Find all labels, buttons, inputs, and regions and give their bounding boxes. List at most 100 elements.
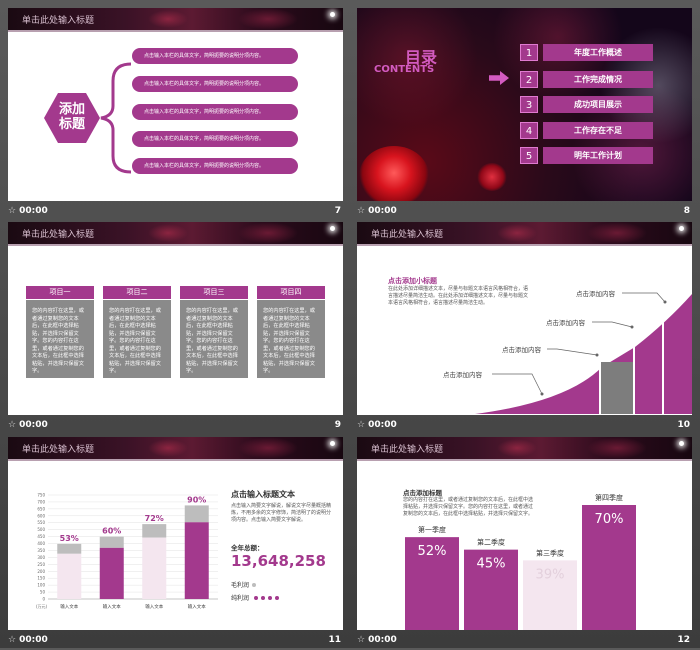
total-label: 全年总额： <box>231 544 264 552</box>
slide-canvas: 单击此处输入标题 0 50 100 150 200 250 300 350 400 450 500 5… <box>8 437 343 630</box>
quarter-value-label: 70% <box>595 512 624 527</box>
slide-timing: 00:00 <box>368 635 397 645</box>
bar-cap <box>184 505 209 523</box>
slide-banner: 单击此处输入标题 <box>357 222 692 244</box>
column-header: 项目二 <box>103 286 171 299</box>
bar-cap <box>142 524 167 538</box>
slide-thumbnail-12[interactable]: 单击此处输入标题 点击添加标题 您的内容打在这里，或者通过复制您的文本后，在此框… <box>357 437 692 650</box>
quarter-bar <box>405 537 459 630</box>
content-pill: 点击输入本栏的具体文字，简明扼要的说明分项内容。 <box>132 48 298 64</box>
x-tick-label: 输入文本 <box>188 603 206 610</box>
stacked-bar-chart: 0 50 100 150 200 250 300 350 400 450 500 550 600 650 7… <box>36 493 218 610</box>
x-tick-label: 输入文本 <box>103 603 121 610</box>
slide-canvas: 单击此处输入标题 添加 标题 点击输入本栏的具体文字，简明扼要的说明分项内容。 点… <box>8 8 343 201</box>
y-tick-label: 100 <box>37 583 45 588</box>
quarter-bar <box>464 549 518 630</box>
callout-label: 点击添加内容 <box>576 290 615 298</box>
x-tick-label: 输入文本 <box>145 603 163 610</box>
slide-timing: 00:00 <box>368 420 397 430</box>
quarter-value-label: 45% <box>477 557 506 572</box>
slide-thumbnail-7[interactable]: 单击此处输入标题 添加 标题 点击输入本栏的具体文字，简明扼要的说明分项内容。 点… <box>8 8 343 221</box>
y-tick-label: 250 <box>37 562 45 567</box>
transition-star-icon: ☆ <box>357 635 366 645</box>
quarter-bar <box>523 560 577 630</box>
bar-cap <box>99 536 124 548</box>
transition-star-icon: ☆ <box>8 420 17 430</box>
bar-body <box>57 553 82 599</box>
chart-description: 点击输入简要文字解说，解说文字尽量概括精炼，不用多余的文字修饰，简洁明了的说明分… <box>231 503 332 523</box>
x-tick-label: 输入文本 <box>60 603 78 610</box>
bar-body <box>142 537 167 599</box>
column-body: 您的内容打在这里，或者通过复制您的文本后，在此框中选择粘贴，并选择只保留文字。您… <box>180 300 248 378</box>
callout-label: 点击添加内容 <box>443 371 482 379</box>
y-tick-label: 0 <box>42 597 45 602</box>
slide-timing: 00:00 <box>19 206 48 216</box>
y-tick-label: 50 <box>40 590 46 595</box>
total-value: 13,648,258 <box>231 552 326 570</box>
column-body: 您的内容打在这里，或者通过复制您的文本后，在此框中选择粘贴，并选择只保留文字。您… <box>26 300 94 378</box>
banner-title: 单击此处输入标题 <box>22 16 95 26</box>
slide-canvas: 单击此处输入标题 点击添加标题 您的内容打在这里，或者通过复制您的文本后，在此框… <box>357 437 692 630</box>
slide-footer: ☆ 00:00 10 <box>357 417 692 435</box>
body-text: 您的内容打在这里，或者通过复制您的文本后，在此框中选择粘贴，并选择只保留文字。您… <box>403 497 534 517</box>
contents-title-en: CONTENTS <box>374 64 435 75</box>
brace-connector <box>100 62 132 174</box>
hex-title-badge: 添加 标题 <box>44 93 100 143</box>
quarter-value-label: 39% <box>536 567 565 582</box>
slide-thumbnail-8[interactable]: 目录 CONTENTS 1 年度工作概述 2 工作完成情况 3 成功项目展示 4 工作存… <box>357 8 692 221</box>
content-pill: 点击输入本栏的具体文字，简明扼要的说明分项内容。 <box>132 158 298 174</box>
slide-number: 11 <box>328 635 341 645</box>
y-unit-label: (万元) <box>36 604 48 609</box>
slide-timing: 00:00 <box>368 206 397 216</box>
content-pill: 点击输入本栏的具体文字，简明扼要的说明分项内容。 <box>132 131 298 147</box>
callout-label: 点击添加内容 <box>502 346 541 354</box>
slide-timing: 00:00 <box>19 420 48 430</box>
quarter-label: 第四季度 <box>595 493 623 502</box>
slide-footer: ☆ 00:00 12 <box>357 632 692 650</box>
contents-title-cn: 目录 <box>405 48 438 67</box>
quarter-label: 第一季度 <box>418 525 446 534</box>
y-tick-label: 400 <box>37 541 45 546</box>
column-body: 您的内容打在这里，或者通过复制您的文本后，在此框中选择粘贴，并选择只保留文字。您… <box>103 300 171 378</box>
slide-number: 10 <box>677 420 690 430</box>
slide-thumbnail-11[interactable]: 单击此处输入标题 0 50 100 150 200 250 300 350 400 450 500 5… <box>8 437 343 650</box>
bar-cap <box>57 543 82 554</box>
column-header: 项目三 <box>180 286 248 299</box>
slide-thumbnail-10[interactable]: 单击此处输入标题 点击添加小标题 在此处添加详细描述文本，尽量与标题文本语言风格… <box>357 222 692 435</box>
slide-number: 8 <box>683 206 690 216</box>
banner-title: 单击此处输入标题 <box>371 230 444 240</box>
slide-number: 12 <box>677 635 690 645</box>
y-tick-label: 700 <box>37 499 45 504</box>
y-tick-label: 750 <box>37 493 45 498</box>
column-header: 项目四 <box>257 286 325 299</box>
body-text: 在此处添加详细描述文本，尽量与标题文本语言风格相符合，语言描述尽量简洁生动。在此… <box>388 286 529 306</box>
column-header: 项目一 <box>26 286 94 299</box>
y-tick-label: 500 <box>37 527 45 532</box>
bar-value-label: 53% <box>60 534 79 543</box>
quarter-label: 第三季度 <box>536 548 564 557</box>
slide-footer: ☆ 00:00 7 <box>8 203 343 221</box>
y-tick-label: 550 <box>37 520 45 525</box>
quarter-value-label: 52% <box>418 544 447 559</box>
quarter-bar <box>582 505 636 630</box>
slide-footer: ☆ 00:00 11 <box>8 632 343 650</box>
banner-title: 单击此处输入标题 <box>22 230 95 240</box>
subtitle: 点击添加标题 <box>403 489 442 497</box>
callout-label: 点击添加内容 <box>546 319 585 327</box>
y-tick-label: 450 <box>37 534 45 539</box>
content-pill: 点击输入本栏的具体文字，简明扼要的说明分项内容。 <box>132 76 298 92</box>
quarter-bar-chart: 第一季度 52% 第二季度 45% 第三季度 39% 第四季度 70% <box>405 493 636 630</box>
slide-thumbnail-9[interactable]: 单击此处输入标题 项目一 您的内容打在这里，或者通过复制您的文本后，在此框中选择… <box>8 222 343 435</box>
legend-gross: 毛利润 <box>231 580 257 589</box>
quarter-label: 第二季度 <box>477 538 505 547</box>
y-tick-label: 350 <box>37 548 45 553</box>
slide-banner: 单击此处输入标题 <box>8 222 343 244</box>
slide-footer: ☆ 00:00 9 <box>8 417 343 435</box>
bar-value-label: 72% <box>145 514 164 523</box>
slide-timing: 00:00 <box>19 635 48 645</box>
chart-heading: 点击输入标题文本 <box>231 490 295 499</box>
transition-star-icon: ☆ <box>8 206 17 216</box>
rose-image <box>477 163 507 191</box>
y-tick-label: 650 <box>37 506 45 511</box>
subtitle: 点击添加小标题 <box>388 277 437 285</box>
